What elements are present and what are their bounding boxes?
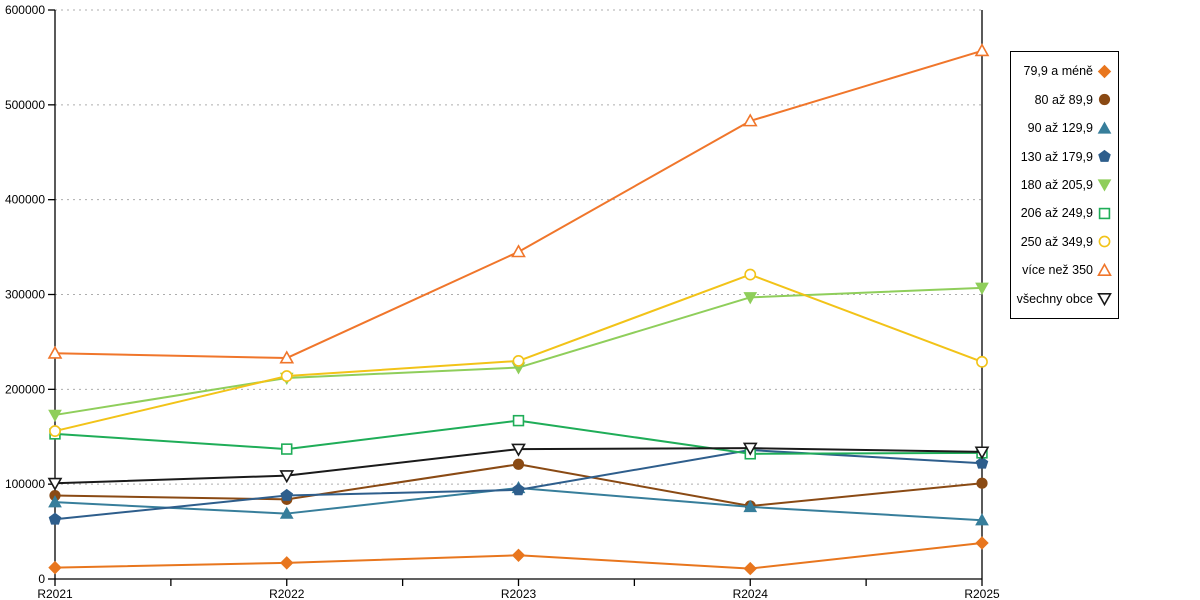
triangle-down-marker-icon <box>1097 177 1112 192</box>
triangle-up-marker-icon <box>1097 121 1112 136</box>
legend-label: 130 až 179,9 <box>1020 149 1093 164</box>
legend-item: 79,9 a méně <box>1013 58 1112 84</box>
legend-item: 90 až 129,9 <box>1013 115 1112 141</box>
circle-marker-icon <box>1097 92 1112 107</box>
svg-text:200000: 200000 <box>5 382 45 396</box>
legend-item: 250 až 349,9 <box>1013 229 1112 255</box>
svg-text:R2024: R2024 <box>733 587 769 600</box>
legend-label: 79,9 a méně <box>1023 64 1094 79</box>
svg-text:0: 0 <box>38 572 45 586</box>
svg-text:R2021: R2021 <box>37 587 73 600</box>
triangle-down-open-marker-icon <box>1097 291 1112 307</box>
legend-item: všechny obce <box>1013 286 1112 312</box>
pentagon-marker-icon <box>1097 149 1112 164</box>
svg-text:R2022: R2022 <box>269 587 305 600</box>
svg-text:R2023: R2023 <box>501 587 537 600</box>
legend-label: 250 až 349,9 <box>1020 234 1093 249</box>
svg-text:100000: 100000 <box>5 477 45 491</box>
legend: 79,9 a méně 80 až 89,9 90 až 129,9 130 a… <box>1010 51 1119 319</box>
legend-item: 206 až 249,9 <box>1013 200 1112 226</box>
svg-text:400000: 400000 <box>5 193 45 207</box>
diamond-marker-icon <box>1097 64 1112 79</box>
legend-label: 206 až 249,9 <box>1020 206 1093 221</box>
svg-text:R2025: R2025 <box>964 587 1000 600</box>
svg-text:500000: 500000 <box>5 98 45 112</box>
svg-text:600000: 600000 <box>5 3 45 17</box>
legend-label: 180 až 205,9 <box>1020 177 1093 192</box>
triangle-up-open-marker-icon <box>1097 262 1112 278</box>
legend-label: všechny obce <box>1016 291 1093 306</box>
legend-item: 130 až 179,9 <box>1013 144 1112 170</box>
legend-label: více než 350 <box>1022 263 1093 278</box>
legend-item: více než 350 <box>1013 257 1112 283</box>
circle-open-marker-icon <box>1097 234 1112 249</box>
legend-item: 180 až 205,9 <box>1013 172 1112 198</box>
square-open-marker-icon <box>1097 206 1112 221</box>
legend-item: 80 až 89,9 <box>1013 87 1112 113</box>
legend-label: 80 až 89,9 <box>1034 92 1093 107</box>
legend-label: 90 až 129,9 <box>1027 121 1093 136</box>
svg-text:300000: 300000 <box>5 288 45 302</box>
